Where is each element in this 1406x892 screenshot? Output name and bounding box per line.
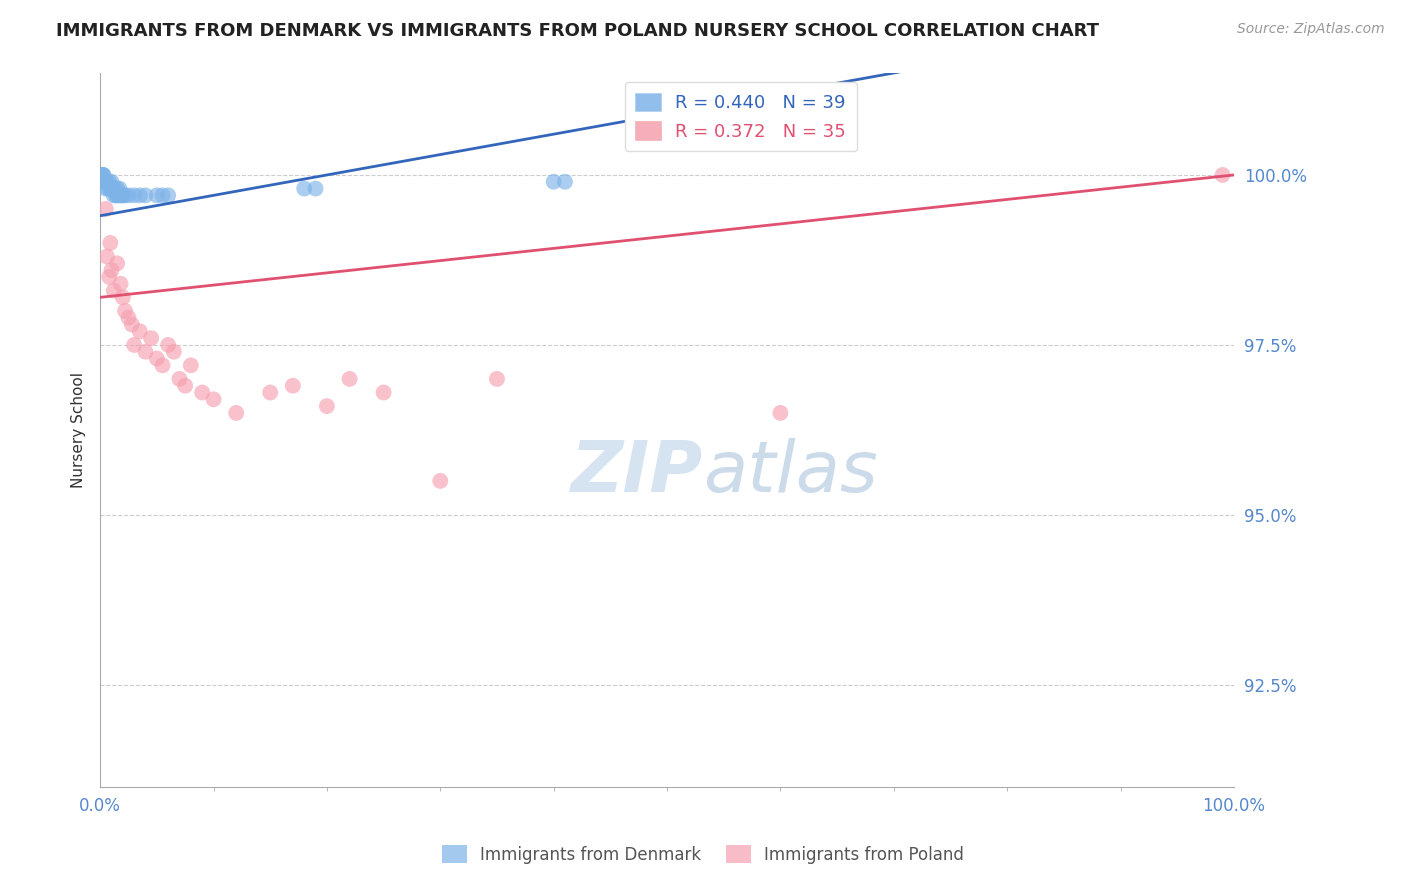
Point xyxy=(94,175,117,189)
Point xyxy=(134,188,156,202)
Point xyxy=(93,168,115,182)
Point xyxy=(90,168,112,182)
Legend: Immigrants from Denmark, Immigrants from Poland: Immigrants from Denmark, Immigrants from… xyxy=(434,838,972,871)
Point xyxy=(111,188,134,202)
Point xyxy=(485,372,508,386)
Point xyxy=(122,188,145,202)
Point xyxy=(98,235,121,250)
Point xyxy=(339,372,361,386)
Point xyxy=(93,175,115,189)
Point xyxy=(1212,168,1234,182)
Point xyxy=(121,318,143,332)
Point xyxy=(103,284,125,298)
Point xyxy=(543,175,565,189)
Point xyxy=(114,188,136,202)
Point xyxy=(191,385,214,400)
Point xyxy=(152,359,174,373)
Point xyxy=(98,181,121,195)
Point xyxy=(157,338,180,352)
Point xyxy=(105,188,128,202)
Point xyxy=(146,351,169,366)
Point xyxy=(141,331,163,345)
Point xyxy=(98,175,121,189)
Point xyxy=(104,181,127,195)
Point xyxy=(97,181,120,195)
Point xyxy=(152,188,174,202)
Point xyxy=(111,290,134,304)
Point xyxy=(122,338,145,352)
Point xyxy=(259,385,281,400)
Point xyxy=(93,175,115,189)
Text: atlas: atlas xyxy=(703,438,877,508)
Text: ZIP: ZIP xyxy=(571,438,703,508)
Point xyxy=(91,168,114,182)
Point xyxy=(157,188,180,202)
Point xyxy=(98,269,121,284)
Point xyxy=(373,385,395,400)
Point xyxy=(225,406,247,420)
Legend: R = 0.440   N = 39, R = 0.372   N = 35: R = 0.440 N = 39, R = 0.372 N = 35 xyxy=(624,82,856,152)
Point xyxy=(281,378,304,392)
Point xyxy=(128,188,150,202)
Point xyxy=(91,168,114,182)
Point xyxy=(134,344,156,359)
Point xyxy=(90,168,112,182)
Point xyxy=(100,263,122,277)
Point xyxy=(304,181,326,195)
Point xyxy=(94,181,117,195)
Point xyxy=(554,175,576,189)
Point xyxy=(114,304,136,318)
Point xyxy=(103,188,125,202)
Point xyxy=(100,181,122,195)
Point xyxy=(105,256,128,270)
Point xyxy=(769,406,792,420)
Point xyxy=(117,188,139,202)
Point xyxy=(169,372,191,386)
Text: IMMIGRANTS FROM DENMARK VS IMMIGRANTS FROM POLAND NURSERY SCHOOL CORRELATION CHA: IMMIGRANTS FROM DENMARK VS IMMIGRANTS FR… xyxy=(56,22,1099,40)
Point xyxy=(107,188,129,202)
Text: Source: ZipAtlas.com: Source: ZipAtlas.com xyxy=(1237,22,1385,37)
Point xyxy=(202,392,225,407)
Point xyxy=(93,175,115,189)
Y-axis label: Nursery School: Nursery School xyxy=(72,372,86,488)
Point xyxy=(108,181,131,195)
Point xyxy=(100,175,122,189)
Point xyxy=(105,188,128,202)
Point xyxy=(117,310,139,325)
Point xyxy=(163,344,186,359)
Point xyxy=(110,277,132,291)
Point xyxy=(96,175,118,189)
Point xyxy=(146,188,169,202)
Point xyxy=(105,181,128,195)
Point xyxy=(94,202,117,216)
Point xyxy=(110,188,132,202)
Point xyxy=(292,181,315,195)
Point xyxy=(111,188,134,202)
Point xyxy=(128,324,150,338)
Point xyxy=(174,378,197,392)
Point xyxy=(315,399,337,413)
Point xyxy=(101,181,124,195)
Point xyxy=(429,474,451,488)
Point xyxy=(96,250,118,264)
Point xyxy=(180,359,202,373)
